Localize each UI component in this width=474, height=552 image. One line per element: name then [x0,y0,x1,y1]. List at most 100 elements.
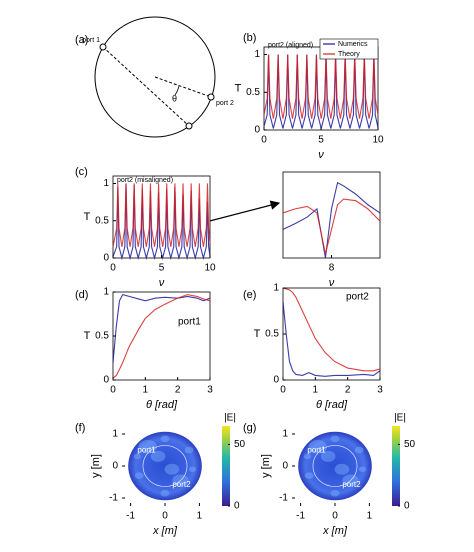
field-hotspot [330,489,340,497]
y-tick-label: 0 [254,125,260,136]
port-label: port 2 [216,100,234,107]
angle-arc [174,85,180,96]
field-hotspot [358,466,367,472]
field-hotspot [354,446,364,454]
zoom-arrow [197,200,281,225]
x-tick-label: -1 [296,511,305,522]
colorbar [222,426,230,506]
axes-frame [112,291,211,381]
field-hotspot [308,439,328,454]
x-tick-label: 0 [332,511,338,522]
x-tick-label: 1 [367,511,373,522]
annotation: port2 (aligned) [268,42,313,49]
port-label: port2 [172,480,191,489]
x-tick-label: 10 [204,263,216,274]
y-tick-label: 1 [254,49,260,60]
x-tick-label: 0 [280,385,286,396]
inner-boundary [312,445,358,487]
series-line [282,301,381,377]
x-tick-label: 3 [377,385,383,396]
panel-label: (b) [243,32,256,44]
x-tick-label: 0 [110,263,116,274]
angle-label: θ [172,93,177,103]
panel-label: (f) [75,422,85,434]
y-tick-label: 1 [282,429,288,440]
colorbar-label: |E| [394,413,406,424]
port-label: port1 [137,446,156,455]
axes-frame [282,171,381,259]
y-tick-label: 0.5 [95,215,109,226]
x-tick-label: 0 [261,135,267,146]
x-tick-label: 2 [175,385,181,396]
series-line [112,293,211,363]
y-tick-label: 1 [103,287,109,298]
y-axis-label: y [m] [90,454,102,478]
colorbar-tick-label: 50 [404,439,416,450]
y-axis-label: T [84,330,91,342]
x-axis-label: ν [159,277,165,289]
colorbar-tick-label: 50 [234,439,246,450]
field-disk [298,431,372,501]
y-tick-label: 0 [103,375,109,386]
x-tick-label: 1 [143,385,149,396]
field-hotspot [304,472,314,479]
y-tick-label: 0.5 [265,329,279,340]
port-label: port1 [307,446,326,455]
field-hotspot [134,472,144,479]
field-hotspot [133,453,142,460]
port-marker [99,43,107,51]
panel-label: (a) [75,34,88,46]
series-line [282,198,381,255]
port-label: port 1 [82,37,100,44]
x-tick-label: 2 [345,385,351,396]
annotation: port1 [178,317,201,328]
y-axis-label: T [84,211,91,223]
field-hotspot [334,463,350,475]
annotation: port2 [346,292,369,303]
colorbar [392,426,400,506]
x-axis-label: x [m] [322,525,348,537]
x-tick-label: 8 [329,263,335,274]
x-tick-label: 0 [110,385,116,396]
colorbar-label: |E| [224,413,236,424]
panel-label: (g) [243,422,256,434]
field-disk [128,431,202,501]
field-hotspot [330,435,340,443]
y-tick-label: 0 [103,253,109,264]
field-hotspot [150,450,166,462]
series-line [112,294,211,379]
x-axis-label: ν [329,277,335,289]
panel-label: (d) [75,289,88,301]
field-hotspot [160,435,170,443]
annotation: port2 (misaligned) [117,177,173,184]
series-line [282,287,381,372]
legend-label: Numerics [338,41,368,48]
x-axis-label: ν [318,149,324,161]
panel-label: (c) [75,166,88,178]
field-hotspot [164,463,180,475]
field-hotspot [303,453,312,460]
x-axis-label: θ [rad] [146,399,178,411]
x-tick-label: 1 [313,385,319,396]
x-tick-label: 1 [197,511,203,522]
cavity-outline [94,16,216,138]
field-hotspot [160,489,170,497]
port-label: port2 [342,480,361,489]
series-line [282,181,381,259]
series-line [263,54,379,119]
y-axis-label: T [254,328,261,340]
y-tick-label: 1 [103,178,109,189]
dashed-line [154,76,212,98]
port-marker [207,93,215,101]
legend-label: Theory [338,51,360,58]
field-hotspot [184,446,194,454]
y-axis-label: T [235,82,242,94]
field-hotspot [138,439,158,454]
y-tick-label: 1 [273,283,279,294]
y-axis-label: y [m] [260,454,272,478]
y-tick-label: 0.5 [246,87,260,98]
y-tick-label: 0.5 [95,331,109,342]
x-tick-label: 3 [207,385,213,396]
x-tick-label: 5 [159,263,165,274]
